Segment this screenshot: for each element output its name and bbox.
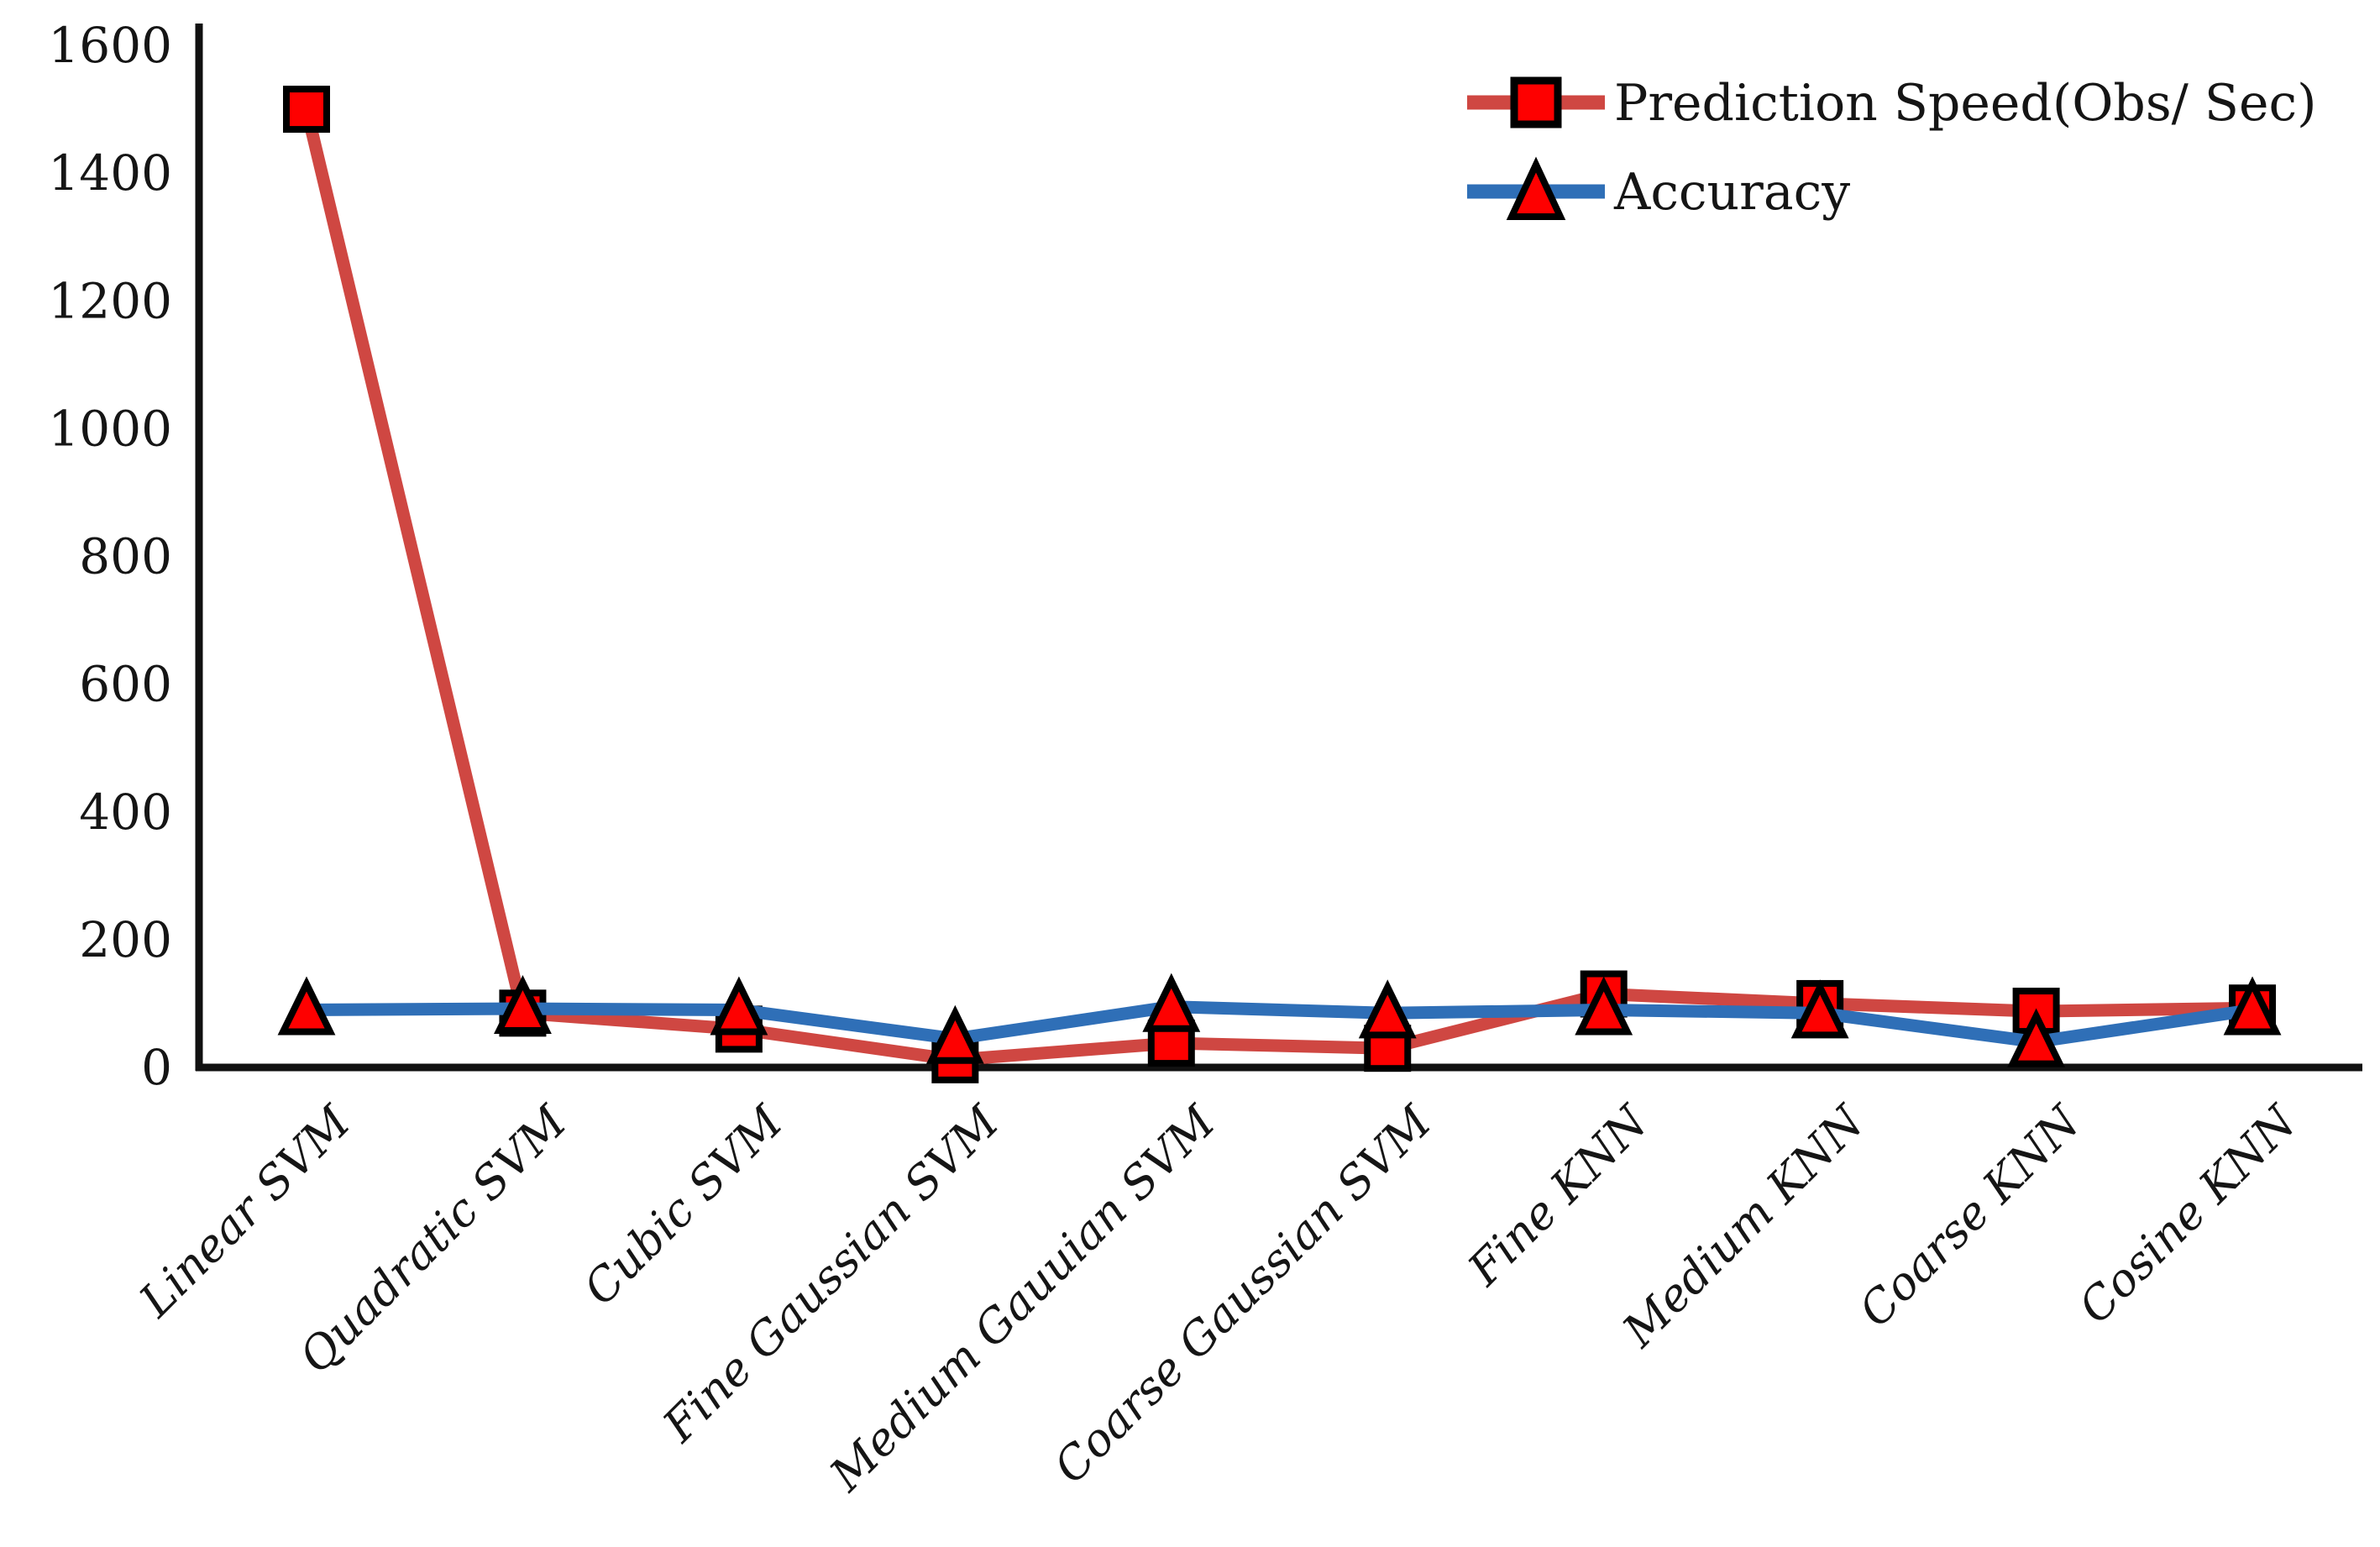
triangle-data-point-marker: [710, 976, 768, 1036]
y-tick-label: 600: [79, 656, 172, 713]
triangle-data-point-marker: [2223, 976, 2282, 1036]
y-tick-label: 1600: [48, 17, 172, 74]
triangle-data-point-marker: [925, 1004, 984, 1064]
x-tick-label: Fine KNN: [1457, 1094, 1659, 1296]
x-tick-label: Linear SVM: [128, 1094, 361, 1327]
triangle-data-point-marker: [1142, 973, 1201, 1032]
triangle-data-point-marker: [277, 976, 336, 1036]
x-tick-label: Cubic SVM: [574, 1094, 794, 1315]
y-tick-label: 400: [79, 784, 172, 841]
x-tick-label: Cosine KNN: [2068, 1094, 2307, 1333]
y-tick-label: 1200: [48, 272, 172, 329]
triangle-data-point-marker: [494, 974, 552, 1035]
y-tick-label: 1000: [48, 400, 172, 457]
triangle-data-point-marker: [1790, 979, 1849, 1039]
series-line-0: [300, 102, 2259, 1067]
legend-triangle-marker-icon: [1506, 156, 1566, 220]
series-line-1: [300, 1000, 2259, 1049]
triangle-data-point-marker: [1575, 976, 1633, 1036]
y-tick-label: 0: [141, 1039, 172, 1096]
x-tick-label: Coarse Gaussian SVM: [1044, 1094, 1443, 1493]
y-tick-label: 800: [79, 528, 172, 585]
triangle-data-point-marker: [2007, 1008, 2066, 1067]
y-tick-label: 200: [79, 911, 172, 968]
x-tick-label: Coarse KNN: [1848, 1094, 2091, 1337]
legend-label-accuracy: Accuracy: [1613, 163, 1850, 222]
legend: Prediction Speed(Obs/ Sec) Accuracy: [1467, 74, 2317, 222]
triangle-data-point-marker: [1358, 979, 1417, 1039]
legend-label-prediction-speed: Prediction Speed(Obs/ Sec): [1614, 74, 2317, 133]
legend-square-marker-icon: [1510, 76, 1562, 128]
square-data-point-marker: [283, 86, 330, 134]
x-tick-label: Medium Gauuian SVM: [819, 1094, 1226, 1502]
y-tick-label: 1400: [48, 144, 172, 202]
